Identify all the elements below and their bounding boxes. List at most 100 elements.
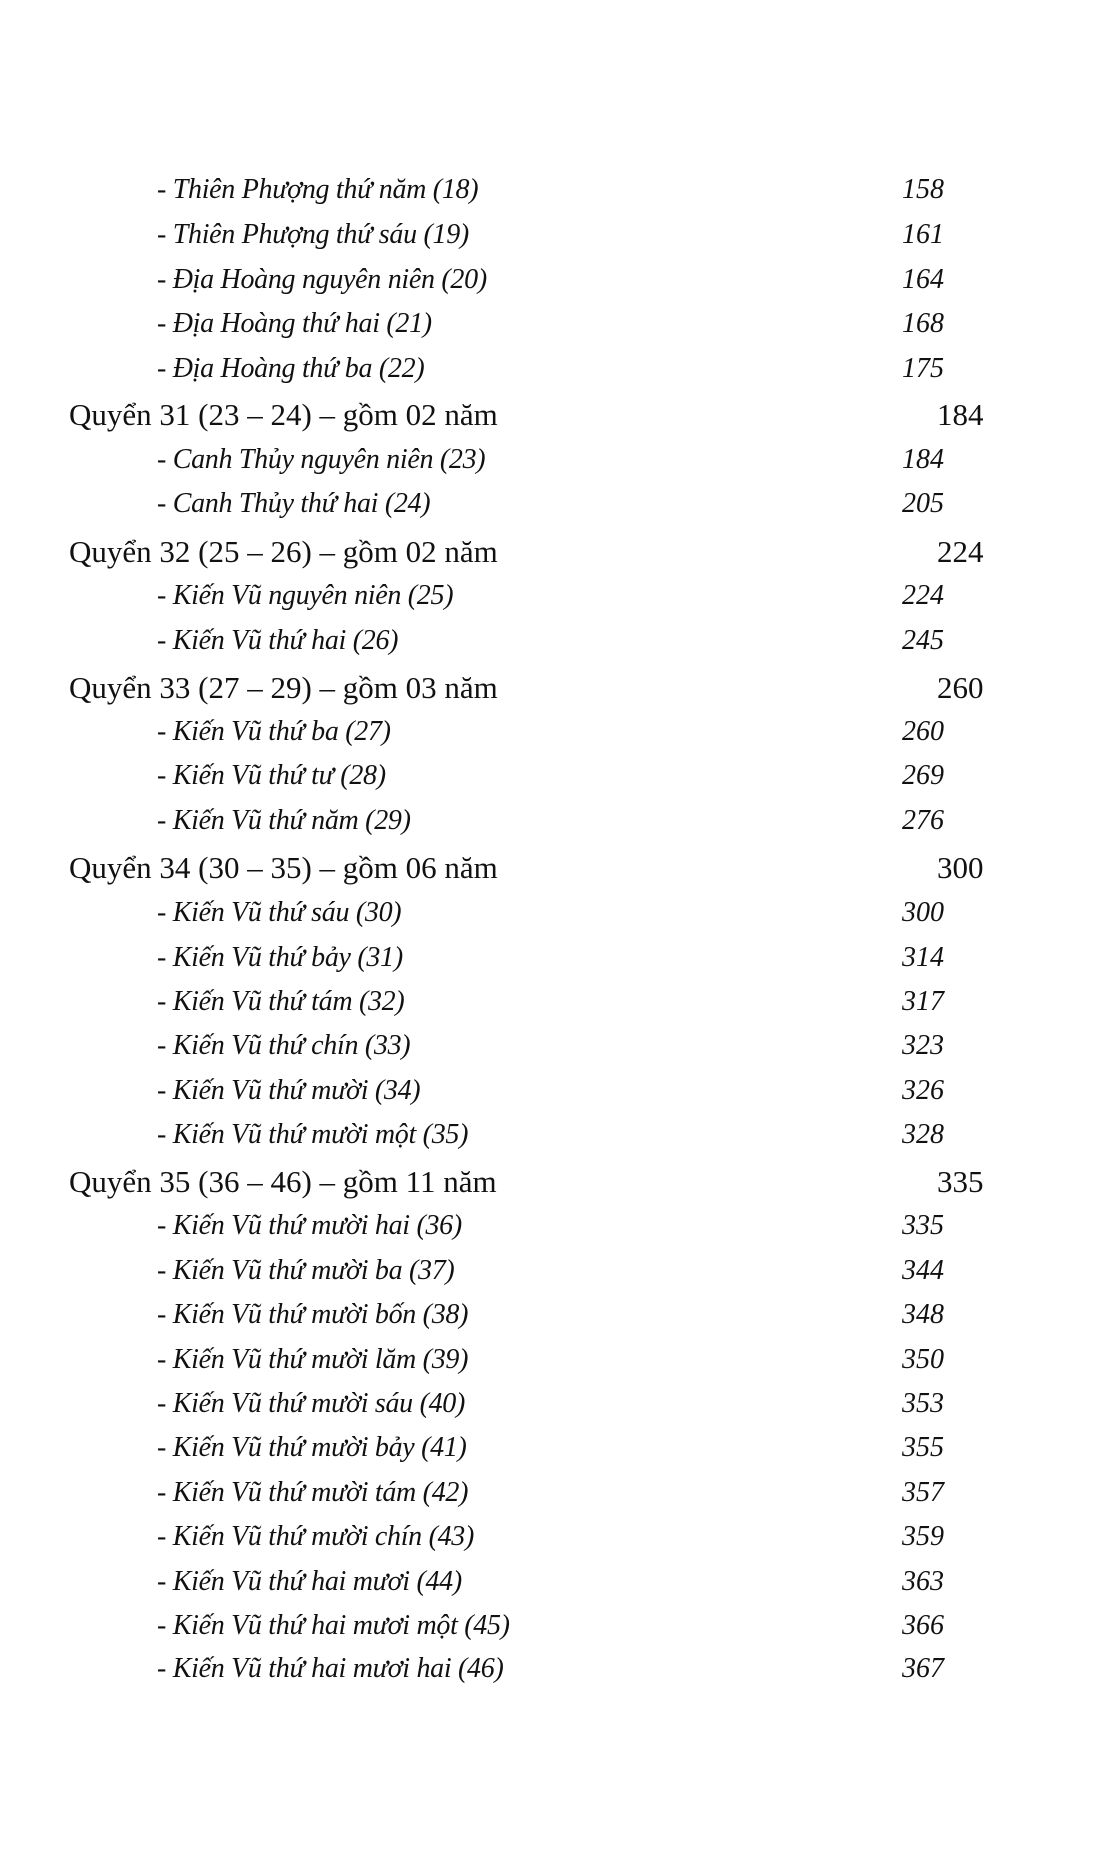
entry-title: - Kiến Vũ thứ mười sáu (40) bbox=[157, 1388, 466, 1419]
toc-year-entry: - Kiến Vũ thứ năm (29) 276 bbox=[0, 799, 1097, 843]
entry-page-number: 363 bbox=[902, 1566, 944, 1597]
entry-page-number: 224 bbox=[937, 534, 984, 569]
entry-page-number: 164 bbox=[902, 264, 944, 295]
entry-page-number: 326 bbox=[902, 1075, 944, 1106]
entry-title: - Kiến Vũ thứ hai mươi một (45) bbox=[157, 1610, 510, 1641]
entry-page-number: 269 bbox=[902, 760, 944, 791]
entry-title: Quyển 32 (25 – 26) – gồm 02 năm bbox=[69, 534, 498, 569]
entry-title: - Địa Hoàng thứ hai (21) bbox=[157, 308, 432, 339]
toc-volume-entry: Quyển 32 (25 – 26) – gồm 02 năm 224 bbox=[0, 530, 1097, 574]
toc-year-entry: - Kiến Vũ thứ mười tám (42) 357 bbox=[0, 1471, 1097, 1515]
toc-volume-entry: Quyển 35 (36 – 46) – gồm 11 năm 335 bbox=[0, 1160, 1097, 1204]
toc-year-entry: - Kiến Vũ nguyên niên (25) 224 bbox=[0, 574, 1097, 618]
entry-page-number: 357 bbox=[902, 1477, 944, 1508]
entry-page-number: 300 bbox=[902, 897, 944, 928]
entry-title: - Kiến Vũ thứ mười bốn (38) bbox=[157, 1299, 469, 1330]
entry-title: - Kiến Vũ thứ mười một (35) bbox=[157, 1119, 469, 1150]
toc-volume-entry: Quyển 34 (30 – 35) – gồm 06 năm 300 bbox=[0, 846, 1097, 890]
toc-year-entry: - Kiến Vũ thứ hai (26) 245 bbox=[0, 619, 1097, 663]
entry-title: Quyển 31 (23 – 24) – gồm 02 năm bbox=[69, 397, 498, 432]
entry-title: - Thiên Phượng thứ sáu (19) bbox=[157, 219, 469, 250]
entry-page-number: 350 bbox=[902, 1344, 944, 1375]
entry-title: - Canh Thủy thứ hai (24) bbox=[157, 488, 431, 519]
entry-page-number: 175 bbox=[902, 353, 944, 384]
toc-volume-entry: Quyển 31 (23 – 24) – gồm 02 năm 184 bbox=[0, 393, 1097, 437]
toc-year-entry: - Kiến Vũ thứ hai mươi (44) 363 bbox=[0, 1560, 1097, 1604]
toc-year-entry: - Địa Hoàng thứ ba (22) 175 bbox=[0, 347, 1097, 391]
toc-year-entry: - Canh Thủy nguyên niên (23) 184 bbox=[0, 438, 1097, 482]
entry-page-number: 348 bbox=[902, 1299, 944, 1330]
toc-year-entry: - Kiến Vũ thứ ba (27) 260 bbox=[0, 710, 1097, 754]
toc-year-entry: - Kiến Vũ thứ mười bốn (38) 348 bbox=[0, 1293, 1097, 1337]
entry-page-number: 276 bbox=[902, 805, 944, 836]
entry-page-number: 366 bbox=[902, 1610, 944, 1641]
entry-title: Quyển 33 (27 – 29) – gồm 03 năm bbox=[69, 670, 498, 705]
entry-page-number: 323 bbox=[902, 1030, 944, 1061]
entry-title: - Kiến Vũ thứ tám (32) bbox=[157, 986, 405, 1017]
toc-year-entry: - Kiến Vũ thứ hai mươi hai (46) 367 bbox=[0, 1647, 1097, 1691]
toc-year-entry: - Kiến Vũ thứ mười bảy (41) 355 bbox=[0, 1426, 1097, 1470]
entry-page-number: 314 bbox=[902, 942, 944, 973]
entry-page-number: 184 bbox=[902, 444, 944, 475]
entry-page-number: 355 bbox=[902, 1432, 944, 1463]
toc-year-entry: - Kiến Vũ thứ chín (33) 323 bbox=[0, 1024, 1097, 1068]
entry-page-number: 328 bbox=[902, 1119, 944, 1150]
entry-title: - Kiến Vũ thứ mười bảy (41) bbox=[157, 1432, 467, 1463]
entry-page-number: 260 bbox=[902, 716, 944, 747]
entry-title: - Kiến Vũ thứ chín (33) bbox=[157, 1030, 411, 1061]
entry-page-number: 344 bbox=[902, 1255, 944, 1286]
entry-page-number: 245 bbox=[902, 625, 944, 656]
entry-page-number: 335 bbox=[902, 1210, 944, 1241]
entry-page-number: 205 bbox=[902, 488, 944, 519]
entry-page-number: 184 bbox=[937, 397, 984, 432]
toc-year-entry: - Địa Hoàng nguyên niên (20) 164 bbox=[0, 258, 1097, 302]
entry-page-number: 359 bbox=[902, 1521, 944, 1552]
toc-year-entry: - Kiến Vũ thứ tám (32) 317 bbox=[0, 980, 1097, 1024]
entry-title: Quyển 35 (36 – 46) – gồm 11 năm bbox=[69, 1164, 497, 1199]
entry-title: - Kiến Vũ thứ ba (27) bbox=[157, 716, 391, 747]
toc-year-entry: - Kiến Vũ thứ mười lăm (39) 350 bbox=[0, 1338, 1097, 1382]
entry-title: - Kiến Vũ thứ hai (26) bbox=[157, 625, 399, 656]
entry-page-number: 161 bbox=[902, 219, 944, 250]
entry-title: - Kiến Vũ thứ hai mươi (44) bbox=[157, 1566, 462, 1597]
toc-year-entry: - Thiên Phượng thứ sáu (19) 161 bbox=[0, 213, 1097, 257]
toc-year-entry: - Kiến Vũ thứ sáu (30) 300 bbox=[0, 891, 1097, 935]
entry-title: - Địa Hoàng thứ ba (22) bbox=[157, 353, 425, 384]
toc-year-entry: - Kiến Vũ thứ mười ba (37) 344 bbox=[0, 1249, 1097, 1293]
entry-title: - Kiến Vũ thứ mười hai (36) bbox=[157, 1210, 462, 1241]
entry-title: - Kiến Vũ thứ tư (28) bbox=[157, 760, 386, 791]
entry-page-number: 353 bbox=[902, 1388, 944, 1419]
entry-title: - Kiến Vũ thứ năm (29) bbox=[157, 805, 411, 836]
toc-year-entry: - Thiên Phượng thứ năm (18) 158 bbox=[0, 168, 1097, 212]
entry-page-number: 300 bbox=[937, 850, 984, 885]
entry-title: - Kiến Vũ thứ mười (34) bbox=[157, 1075, 421, 1106]
entry-title: - Kiến Vũ thứ mười lăm (39) bbox=[157, 1344, 469, 1375]
entry-title: - Kiến Vũ thứ mười chín (43) bbox=[157, 1521, 475, 1552]
entry-page-number: 317 bbox=[902, 986, 944, 1017]
toc-year-entry: - Kiến Vũ thứ bảy (31) 314 bbox=[0, 936, 1097, 980]
toc-year-entry: - Kiến Vũ thứ mười chín (43) 359 bbox=[0, 1515, 1097, 1559]
entry-title: - Kiến Vũ thứ hai mươi hai (46) bbox=[157, 1653, 504, 1684]
toc-year-entry: - Kiến Vũ thứ mười một (35) 328 bbox=[0, 1113, 1097, 1157]
entry-title: - Kiến Vũ thứ bảy (31) bbox=[157, 942, 403, 973]
toc-year-entry: - Kiến Vũ thứ mười sáu (40) 353 bbox=[0, 1382, 1097, 1426]
toc-year-entry: - Kiến Vũ thứ mười (34) 326 bbox=[0, 1069, 1097, 1113]
entry-title: - Canh Thủy nguyên niên (23) bbox=[157, 444, 486, 475]
toc-year-entry: - Kiến Vũ thứ mười hai (36) 335 bbox=[0, 1204, 1097, 1248]
toc-year-entry: - Canh Thủy thứ hai (24) 205 bbox=[0, 482, 1097, 526]
entry-page-number: 335 bbox=[937, 1164, 984, 1199]
toc-year-entry: - Kiến Vũ thứ tư (28) 269 bbox=[0, 754, 1097, 798]
entry-title: - Kiến Vũ thứ mười ba (37) bbox=[157, 1255, 455, 1286]
entry-page-number: 367 bbox=[902, 1653, 944, 1684]
entry-title: - Địa Hoàng nguyên niên (20) bbox=[157, 264, 487, 295]
entry-title: Quyển 34 (30 – 35) – gồm 06 năm bbox=[69, 850, 498, 885]
entry-page-number: 260 bbox=[937, 670, 984, 705]
toc-volume-entry: Quyển 33 (27 – 29) – gồm 03 năm 260 bbox=[0, 666, 1097, 710]
toc-year-entry: - Địa Hoàng thứ hai (21) 168 bbox=[0, 302, 1097, 346]
entry-title: - Kiến Vũ thứ mười tám (42) bbox=[157, 1477, 469, 1508]
entry-title: - Kiến Vũ nguyên niên (25) bbox=[157, 580, 454, 611]
entry-page-number: 224 bbox=[902, 580, 944, 611]
entry-title: - Kiến Vũ thứ sáu (30) bbox=[157, 897, 402, 928]
entry-title: - Thiên Phượng thứ năm (18) bbox=[157, 174, 479, 205]
entry-page-number: 168 bbox=[902, 308, 944, 339]
